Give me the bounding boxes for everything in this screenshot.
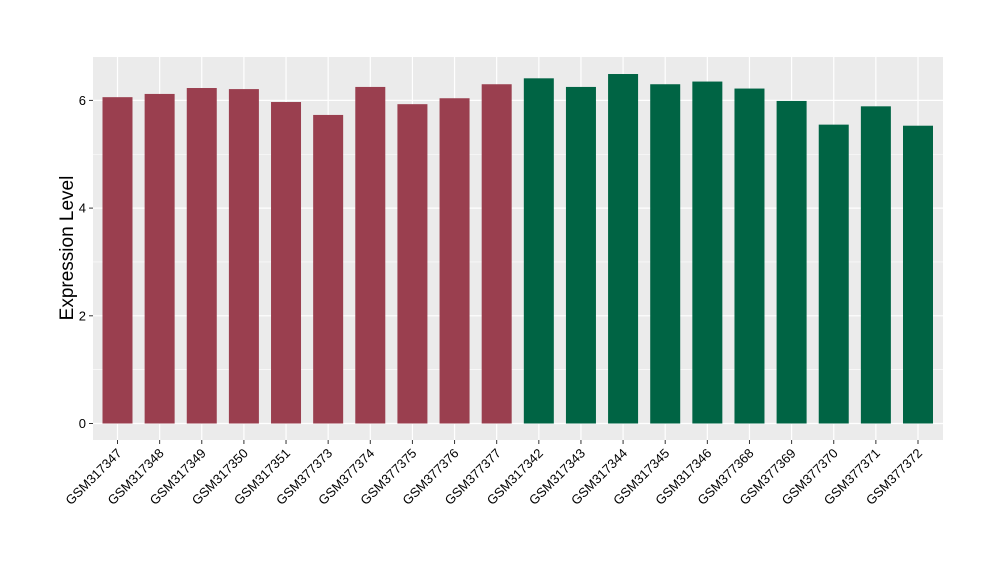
y-tick-label: 4 [79,201,86,216]
bar [692,81,723,424]
bar [776,100,807,424]
bar [818,124,849,424]
bar [565,86,596,424]
bar [144,93,175,424]
bar [313,114,344,424]
bar [102,97,133,424]
y-tick-label: 2 [79,308,86,323]
bar [186,88,217,424]
x-axis: GSM317347GSM317348GSM317349GSM317350GSM3… [62,440,925,508]
bar [355,86,386,424]
plot-panel [93,57,943,440]
y-tick-label: 0 [79,416,86,431]
bar [650,84,681,424]
bar [271,102,302,424]
y-axis-title: Expression Level [57,176,78,321]
y-tick-label: 6 [79,93,86,108]
bar [228,89,259,424]
bar [439,98,470,424]
bar [608,74,639,424]
bar [734,88,765,424]
bar [860,106,891,424]
bar [903,125,933,424]
bar [481,84,512,424]
bar [397,104,428,424]
y-axis: 0 2 4 6 [79,93,93,431]
bar [523,78,554,424]
bars [102,74,933,424]
